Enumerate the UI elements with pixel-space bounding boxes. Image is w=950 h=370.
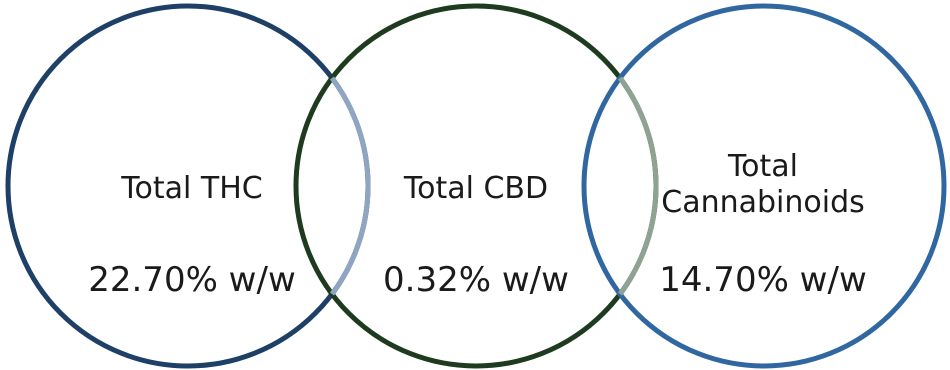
overlap-arc-cbd-cannabinoids xyxy=(617,76,659,296)
cannabinoids-label-line-2: Cannabinoids xyxy=(661,185,865,220)
cannabinoids-value: 14.70% w/w xyxy=(659,260,867,300)
overlap-arc-thc-cbd xyxy=(329,76,371,296)
thc-value: 22.70% w/w xyxy=(88,260,296,300)
cannabinoids-label-line-1: Total xyxy=(727,149,798,184)
cbd-value: 0.32% w/w xyxy=(383,260,569,300)
cbd-label: Total CBD xyxy=(403,171,548,206)
circle-cannabinoids xyxy=(581,3,947,369)
thc-label: Total THC xyxy=(120,171,262,206)
